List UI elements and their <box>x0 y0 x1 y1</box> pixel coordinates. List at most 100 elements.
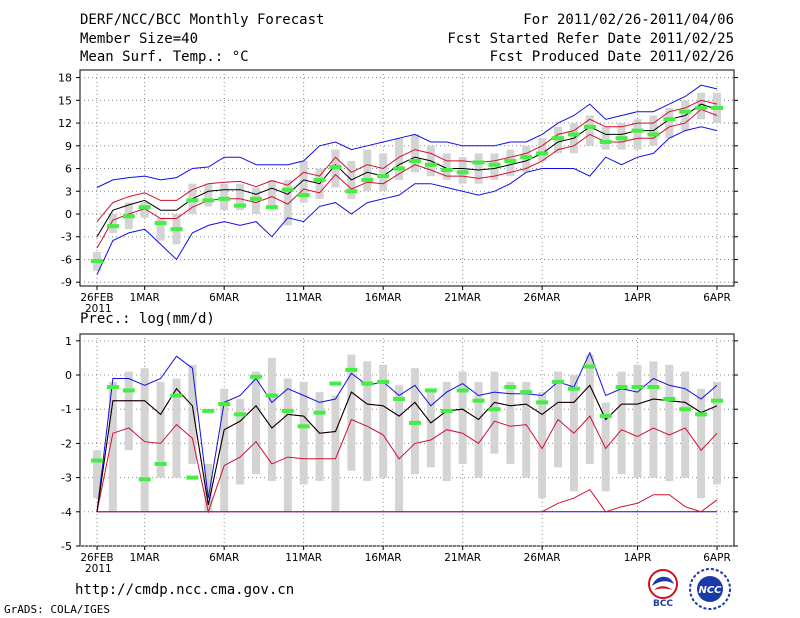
prec-box <box>267 357 276 482</box>
temp-median-marker <box>218 196 231 201</box>
temp-median-marker <box>345 189 358 194</box>
temp-x-tick-label: 11MAR <box>285 292 322 304</box>
temp-y-tick-label: -9 <box>61 276 72 289</box>
temp-box <box>585 115 594 146</box>
prec-median-marker <box>329 381 342 386</box>
temp-median-marker <box>424 162 437 167</box>
temp-y-tick-label: 18 <box>58 72 72 85</box>
prec-minus-sd-line <box>96 415 718 514</box>
prec-box <box>697 388 706 499</box>
temp-median-marker <box>599 140 612 144</box>
temp-y-tick-label: -6 <box>61 253 72 266</box>
temp-median-marker <box>663 117 676 122</box>
temp-plot-frame <box>79 69 735 287</box>
prec-median-marker <box>361 381 374 386</box>
prec-y-tick-label: -1 <box>61 403 72 416</box>
temp-median-marker <box>472 160 485 165</box>
prec-box <box>283 378 292 512</box>
temp-median-marker <box>265 205 278 210</box>
prec-median-marker <box>488 407 501 412</box>
temp-max-line <box>96 84 718 188</box>
temp-median-marker <box>249 196 262 201</box>
prec-median-marker <box>170 393 183 398</box>
prec-year-label: 2011 <box>85 563 112 575</box>
prec-median-marker <box>599 414 612 419</box>
prec-y-tick-label: -4 <box>61 506 72 519</box>
temp-x-tick-label: 1APR <box>624 292 652 304</box>
temp-min-line <box>96 126 718 275</box>
bcc-logo-swoosh-red <box>654 586 672 590</box>
prec-x-tick-label: 21MAR <box>444 552 481 564</box>
prec-median-marker <box>234 412 247 417</box>
prec-x-tick-label: 26FEB <box>80 552 113 564</box>
precipitation-panel-title: Prec.: log(mm/d) <box>80 311 215 327</box>
prec-median-marker <box>297 424 310 429</box>
prec-y-tick-label: -5 <box>61 540 72 553</box>
temp-box <box>410 134 419 173</box>
prec-median-marker <box>647 385 660 389</box>
temp-median-marker <box>408 158 421 163</box>
prec-box <box>665 364 674 482</box>
prec-x-tick-label: 1APR <box>624 552 652 564</box>
prec-median-marker <box>122 388 135 393</box>
prec-x-tick-label: 11MAR <box>285 552 322 564</box>
temp-median-marker <box>361 177 374 182</box>
temp-box <box>633 119 642 150</box>
prec-box <box>538 392 547 499</box>
prec-box <box>395 385 404 512</box>
prec-median-marker <box>138 477 151 482</box>
prec-box <box>108 381 117 512</box>
prec-median-marker <box>472 398 485 403</box>
prec-x-tick-label: 1MAR <box>130 552 160 564</box>
temp-minus-sd-line <box>96 108 718 249</box>
prec-panel: -5 -4 -3 -2 -1 0 1 26FEB 1MAR 6MAR 11MAR 16MAR 21MAR… <box>61 333 738 575</box>
prec-box <box>585 354 594 464</box>
prec-x-tick-label: 6APR <box>703 552 731 564</box>
prec-box <box>506 381 515 464</box>
prec-box <box>251 371 260 475</box>
prec-box <box>220 388 229 512</box>
bcc-logo-ring <box>648 569 678 599</box>
temp-box <box>156 217 165 241</box>
temp-median-marker <box>297 193 310 198</box>
temp-median-marker <box>313 177 326 182</box>
temp-median-marker <box>488 162 501 167</box>
prec-median-marker <box>552 379 565 384</box>
temp-median-marker <box>329 165 342 170</box>
temp-median-marker <box>202 198 215 203</box>
prec-y-tick-label: -2 <box>61 437 72 450</box>
prec-box <box>379 364 388 478</box>
temp-median-marker <box>186 198 199 203</box>
prec-median-marker <box>711 398 723 403</box>
temp-median-marker <box>631 128 644 133</box>
prec-median-marker <box>377 379 390 384</box>
prec-median-marker <box>106 385 119 389</box>
prec-median-marker <box>663 396 676 401</box>
temp-median-marker <box>377 174 390 179</box>
source-url[interactable]: http://cmdp.ncc.cma.gov.cn <box>75 582 295 598</box>
prec-box <box>474 381 483 478</box>
prec-box <box>442 381 451 482</box>
prec-box <box>601 402 610 492</box>
temp-box <box>442 153 451 180</box>
prec-median-marker <box>186 475 199 480</box>
temp-box <box>140 202 149 218</box>
temp-median-marker <box>91 258 103 263</box>
temp-median-marker <box>281 187 294 192</box>
prec-y-tick-label: 1 <box>65 335 72 348</box>
prec-median-marker <box>265 393 278 398</box>
temp-x-tick-label: 6APR <box>703 292 731 304</box>
ncc-logo-inner <box>697 576 723 602</box>
prec-box <box>633 364 642 478</box>
prec-median-marker <box>583 364 596 369</box>
prec-box <box>236 398 245 485</box>
bcc-logo-text: BCC <box>653 599 673 608</box>
prec-median-marker <box>504 385 517 389</box>
prec-mean-line <box>96 384 718 512</box>
temp-x-tick-label: 26MAR <box>524 292 561 304</box>
prec-median-marker <box>536 400 549 405</box>
temp-y-tick-label: 3 <box>65 185 72 198</box>
prec-y-tick-label: 0 <box>65 369 72 382</box>
temp-median-marker <box>122 214 135 219</box>
temp-median-marker <box>138 205 151 210</box>
